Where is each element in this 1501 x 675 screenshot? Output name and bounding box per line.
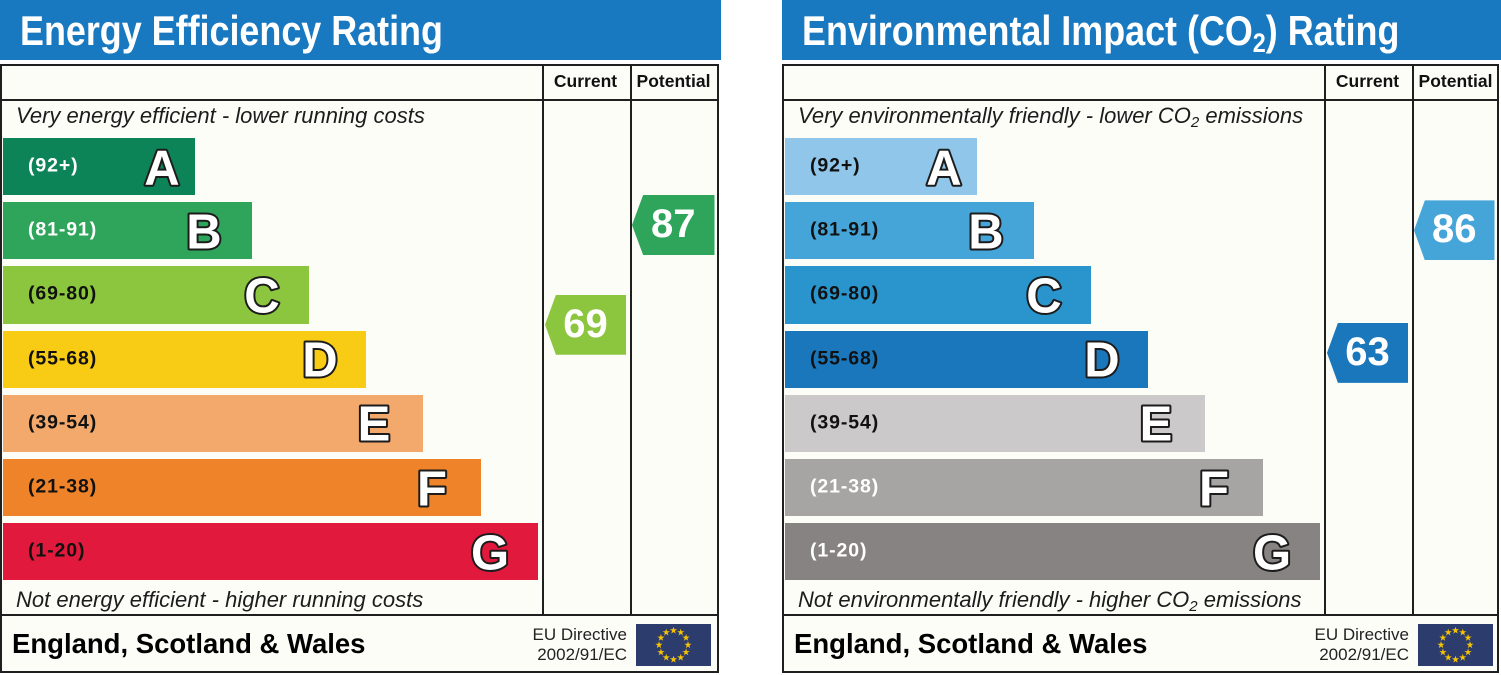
svg-text:C: C	[244, 269, 279, 323]
svg-text:D: D	[302, 334, 337, 388]
svg-text:E: E	[1140, 398, 1173, 452]
svg-text:C: C	[1026, 269, 1061, 323]
svg-text:B: B	[186, 205, 221, 259]
svg-text:G: G	[1253, 526, 1291, 580]
svg-text:A: A	[144, 141, 179, 195]
svg-text:A: A	[926, 141, 961, 195]
svg-text:D: D	[1084, 334, 1119, 388]
svg-text:G: G	[471, 526, 509, 580]
svg-text:E: E	[358, 398, 391, 452]
svg-text:B: B	[968, 205, 1003, 259]
svg-text:F: F	[417, 462, 447, 516]
svg-text:F: F	[1199, 462, 1229, 516]
